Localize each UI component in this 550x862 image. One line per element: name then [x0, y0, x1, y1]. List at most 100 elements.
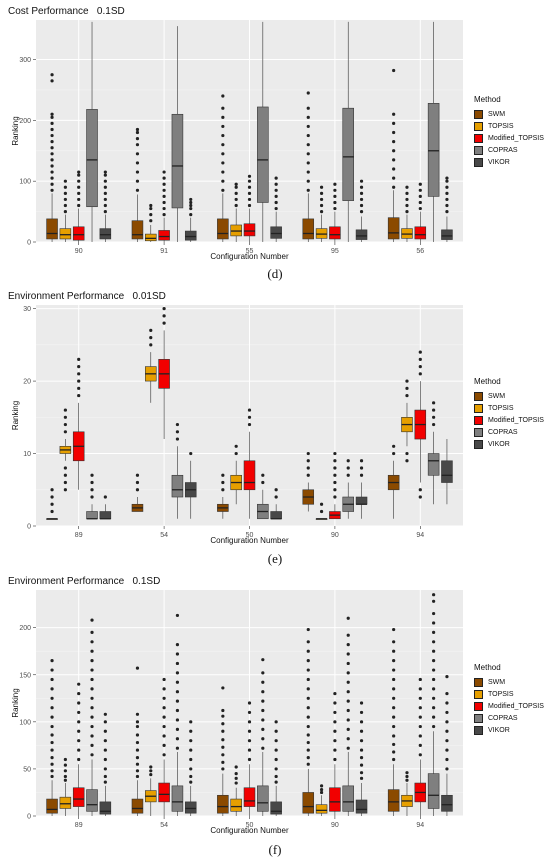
legend-key-modified-topsis	[474, 133, 483, 143]
box-modified-topsis	[72, 170, 85, 242]
box-iqr	[342, 785, 354, 812]
outlier-point	[445, 203, 449, 208]
outlier-point	[50, 502, 54, 506]
outlier-point	[333, 691, 337, 696]
outlier-point	[90, 677, 94, 682]
outlier-point	[445, 176, 449, 180]
outlier-point	[221, 708, 225, 713]
outlier-point	[333, 748, 337, 752]
outlier-point	[221, 722, 225, 726]
outlier-point	[274, 200, 278, 205]
legend-item-copras: COPRAS	[474, 712, 544, 724]
outlier-point	[247, 710, 252, 715]
outlier-point	[247, 203, 252, 208]
outlier-point	[149, 772, 153, 777]
outlier-point	[359, 701, 364, 705]
outlier-point	[90, 715, 94, 719]
box-vikor	[355, 459, 368, 519]
outlier-point	[149, 203, 153, 208]
outlier-point	[149, 769, 153, 773]
box-topsis	[401, 379, 413, 463]
outlier-point	[261, 680, 265, 684]
outlier-point	[77, 372, 81, 376]
outlier-point	[77, 203, 81, 208]
outlier-point	[50, 715, 54, 719]
outlier-point	[103, 185, 107, 189]
outlier-point	[221, 753, 225, 757]
outlier-point	[432, 422, 436, 427]
outlier-point	[359, 473, 364, 477]
outlier-point	[333, 451, 337, 456]
outlier-point	[162, 213, 166, 217]
outlier-point	[306, 687, 310, 691]
y-tick-label: 200	[19, 625, 31, 632]
box-iqr	[270, 511, 282, 520]
box-iqr	[257, 106, 269, 203]
legend-label: COPRAS	[488, 714, 518, 722]
outlier-point	[346, 718, 350, 722]
outlier-point	[359, 185, 364, 189]
box-modified-topsis	[158, 677, 170, 816]
x-tick-label: 90	[75, 248, 83, 255]
outlier-point	[432, 659, 436, 663]
y-axis-title: Ranking	[11, 401, 20, 430]
outlier-point	[418, 734, 422, 738]
box-vikor	[99, 170, 112, 242]
outlier-point	[50, 146, 54, 150]
chart-panel-d: 0 100 200 300 90 91 55 95 56 Configuration Number…	[0, 0, 550, 285]
outlier-point	[346, 727, 350, 731]
outlier-point	[135, 724, 140, 729]
outlier-point	[261, 746, 265, 750]
outlier-point	[346, 652, 350, 656]
box-vikor	[270, 176, 282, 242]
box-swm	[46, 488, 58, 520]
outlier-point	[135, 666, 140, 670]
outlier-point	[306, 659, 310, 663]
outlier-point	[247, 174, 252, 178]
outlier-point	[175, 737, 180, 741]
outlier-point	[135, 480, 140, 485]
outlier-point	[418, 687, 422, 691]
outlier-point	[103, 729, 107, 733]
outlier-point	[306, 179, 310, 183]
box-iqr	[72, 787, 85, 807]
outlier-point	[405, 386, 409, 390]
box-modified-topsis	[329, 182, 341, 242]
outlier-point	[359, 720, 364, 724]
outlier-point	[135, 720, 140, 724]
box-iqr	[342, 107, 354, 201]
outlier-point	[63, 757, 67, 762]
box-iqr	[171, 785, 184, 812]
box-copras	[86, 618, 98, 816]
outlier-point	[77, 364, 81, 369]
legend-label: VIKOR	[488, 158, 510, 166]
outlier-point	[359, 466, 364, 470]
outlier-point	[189, 780, 193, 784]
box-modified-topsis	[414, 350, 427, 499]
outlier-point	[221, 115, 225, 119]
outlier-point	[405, 393, 409, 398]
box-iqr	[441, 460, 453, 483]
outlier-point	[359, 729, 364, 733]
outlier-point	[103, 739, 107, 743]
outlier-point	[333, 459, 337, 463]
box-iqr	[387, 789, 400, 812]
outlier-point	[162, 188, 166, 192]
box-modified-topsis	[329, 451, 341, 520]
y-tick-label: 0	[27, 240, 31, 247]
outlier-point	[432, 640, 436, 644]
outlier-point	[63, 209, 67, 214]
legend-key-swm	[474, 109, 483, 119]
outlier-point	[392, 149, 396, 153]
outlier-point	[234, 781, 238, 785]
y-tick-label: 50	[23, 766, 31, 773]
outlier-point	[90, 630, 94, 634]
outlier-point	[50, 677, 54, 682]
outlier-point	[135, 769, 140, 773]
outlier-point	[162, 753, 166, 757]
y-tick-label: 100	[19, 179, 31, 186]
y-axis-title: Ranking	[11, 688, 20, 717]
outlier-point	[432, 706, 436, 710]
outlier-point	[306, 459, 310, 463]
outlier-point	[221, 188, 225, 192]
